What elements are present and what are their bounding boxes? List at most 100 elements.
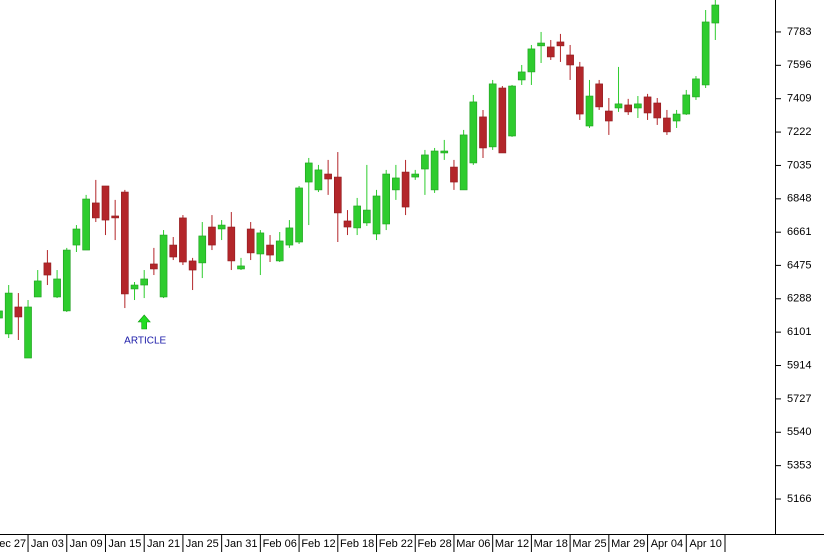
x-tick-label: Mar 18: [534, 538, 568, 550]
candle-body: [401, 171, 410, 208]
candle-body: [469, 101, 478, 164]
x-tick-label: Feb 12: [301, 538, 335, 550]
y-tick-label: 7596: [787, 59, 811, 71]
y-tick-label: 6288: [787, 293, 811, 305]
candle-body: [498, 87, 507, 154]
candle-body: [595, 83, 603, 108]
candle-body: [217, 224, 226, 230]
candle-body: [198, 235, 207, 264]
candle-body: [14, 306, 23, 318]
candle-body: [275, 240, 284, 262]
candle-body: [314, 169, 323, 191]
candle-body: [653, 102, 662, 119]
x-tick-label: Feb 18: [340, 538, 374, 550]
y-tick-label: 5727: [787, 393, 811, 405]
candle-body: [517, 71, 526, 81]
x-tick-label: Apr 04: [651, 538, 683, 550]
candle-body: [421, 154, 429, 170]
candle-body: [372, 195, 381, 235]
x-tick-label: Jan 03: [31, 538, 64, 550]
candle-body: [692, 78, 700, 98]
candle-body: [459, 134, 468, 191]
candle-body: [159, 234, 168, 298]
candle-body: [150, 263, 158, 270]
candle-body: [43, 262, 52, 276]
candle-body: [62, 249, 71, 312]
y-tick-label: 5353: [787, 460, 811, 472]
x-tick-label: Mar 12: [495, 538, 529, 550]
candle-body: [634, 103, 642, 109]
candle-body: [140, 278, 148, 286]
y-tick-label: 7409: [787, 93, 811, 105]
candle-body: [0, 310, 3, 319]
candle-body: [266, 244, 274, 256]
candle-body: [546, 46, 555, 58]
candle-body: [324, 173, 332, 180]
x-tick-label: Dec 27: [0, 538, 26, 550]
x-tick-label: Mar 06: [456, 538, 490, 550]
y-tick-label: 7035: [787, 159, 811, 171]
candle-body: [363, 209, 371, 224]
candle-body: [111, 215, 119, 219]
candle-body: [285, 227, 294, 246]
x-tick-label: Jan 15: [108, 538, 141, 550]
x-tick-label: Mar 29: [611, 538, 645, 550]
candle-body: [82, 198, 90, 251]
candle-body: [53, 278, 61, 298]
candle-body: [672, 113, 681, 122]
candle-body: [101, 185, 110, 221]
y-tick-label: 6101: [787, 326, 811, 338]
candle-body: [353, 205, 361, 229]
candle-body: [643, 96, 652, 114]
candle-body: [663, 117, 671, 133]
y-tick-label: 5914: [787, 359, 811, 371]
candle-body: [701, 21, 710, 86]
candle-body: [508, 85, 516, 137]
y-tick-label: 5166: [787, 493, 811, 505]
candle-body: [246, 228, 255, 254]
candle-body: [382, 173, 391, 225]
candle-body: [237, 265, 245, 270]
candle-body: [566, 54, 574, 66]
candle-body: [479, 116, 487, 149]
candle-body: [130, 284, 139, 290]
candle-body: [450, 166, 458, 183]
candle-body: [392, 177, 400, 191]
candle-body: [188, 260, 197, 271]
candle-body: [4, 292, 13, 335]
candle-body: [33, 280, 42, 298]
candle-body: [72, 228, 81, 246]
candle-body: [169, 244, 178, 258]
y-tick-label: 7783: [787, 26, 811, 38]
candle-body: [682, 94, 691, 115]
candle-body: [121, 191, 129, 295]
candle-body: [537, 42, 545, 47]
x-tick-label: Jan 25: [186, 538, 219, 550]
x-tick-label: Jan 21: [147, 538, 180, 550]
candle-body: [624, 104, 633, 113]
candle-body: [556, 41, 565, 47]
candle-body: [488, 83, 497, 148]
candle-body: [343, 220, 352, 228]
candle-body: [256, 232, 265, 255]
y-tick-label: 6848: [787, 193, 811, 205]
candle-body: [208, 226, 216, 246]
x-tick-label: Mar 25: [572, 538, 606, 550]
y-tick-label: 7222: [787, 126, 811, 138]
annotation-text: ARTICLE: [124, 336, 166, 347]
x-tick-label: Feb 22: [379, 538, 413, 550]
candle-body: [92, 202, 100, 219]
candle-body: [304, 162, 313, 183]
candle-body: [295, 187, 303, 243]
candle-body: [430, 150, 439, 191]
candle-body: [227, 226, 236, 262]
candle-body: [605, 110, 613, 122]
candle-body: [333, 176, 342, 214]
candle-body: [527, 48, 536, 73]
candle-body: [440, 150, 449, 154]
x-tick-label: Jan 31: [224, 538, 257, 550]
candle-body: [179, 217, 187, 263]
candle-body: [575, 66, 584, 115]
candle-body: [411, 173, 420, 178]
candle-body: [585, 95, 594, 127]
